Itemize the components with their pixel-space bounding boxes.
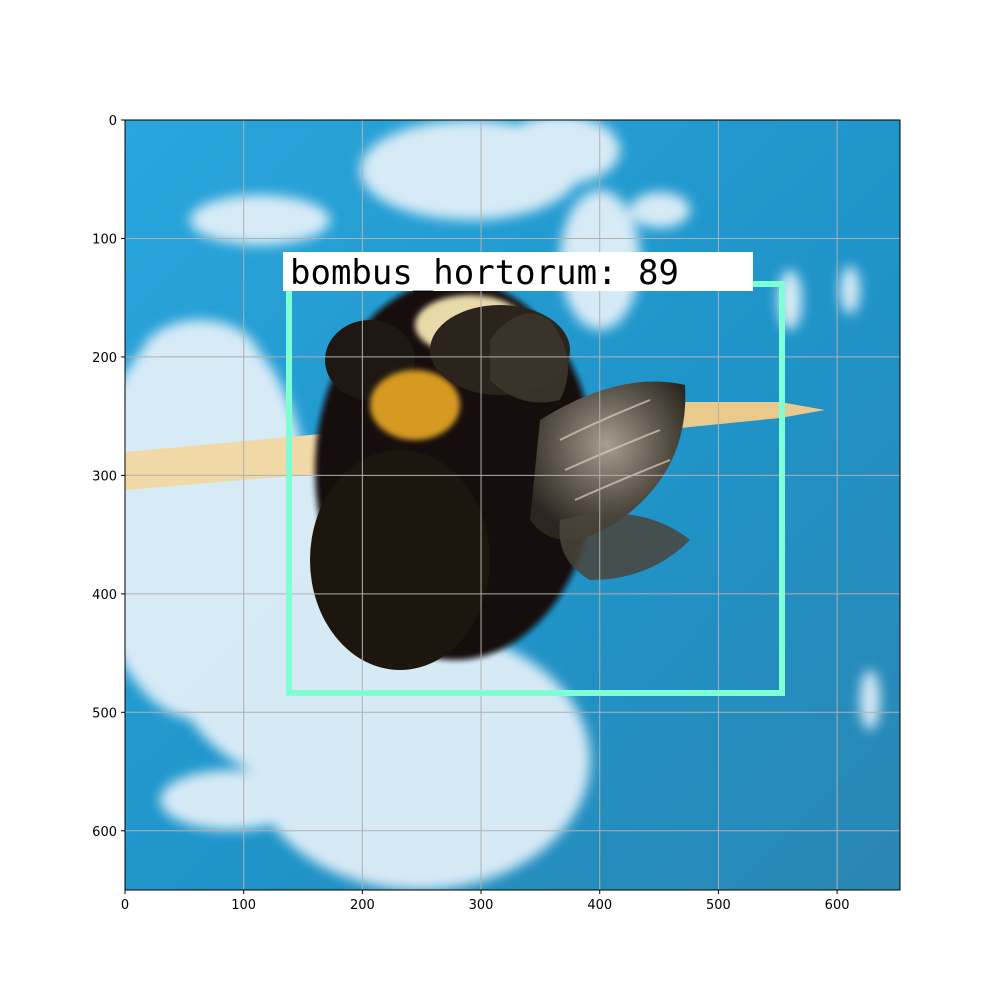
- x-axis: 0 100 200 300 400 500 600: [121, 890, 850, 913]
- y-tick-label: 100: [92, 232, 117, 247]
- x-tick-label: 200: [350, 898, 375, 913]
- bee: [310, 280, 690, 670]
- y-tick-label: 500: [92, 706, 117, 721]
- x-tick-label: 500: [706, 898, 731, 913]
- x-tick-label: 600: [825, 898, 850, 913]
- x-tick-label: 300: [469, 898, 494, 913]
- y-tick-label: 600: [92, 825, 117, 840]
- y-tick-label: 0: [109, 114, 117, 129]
- y-tick-label: 400: [92, 588, 117, 603]
- x-tick-label: 400: [587, 898, 612, 913]
- x-tick-label: 0: [121, 898, 129, 913]
- x-tick-label: 100: [231, 898, 256, 913]
- y-tick-label: 300: [92, 469, 117, 484]
- y-axis: 0 100 200 300 400 500 600: [92, 114, 125, 840]
- bee-photo: [125, 120, 900, 890]
- detection-label: bombus_hortorum: 89: [290, 253, 679, 293]
- y-tick-label: 200: [92, 351, 117, 366]
- detection-label-background: [283, 252, 753, 291]
- axes-frame: [124, 119, 901, 891]
